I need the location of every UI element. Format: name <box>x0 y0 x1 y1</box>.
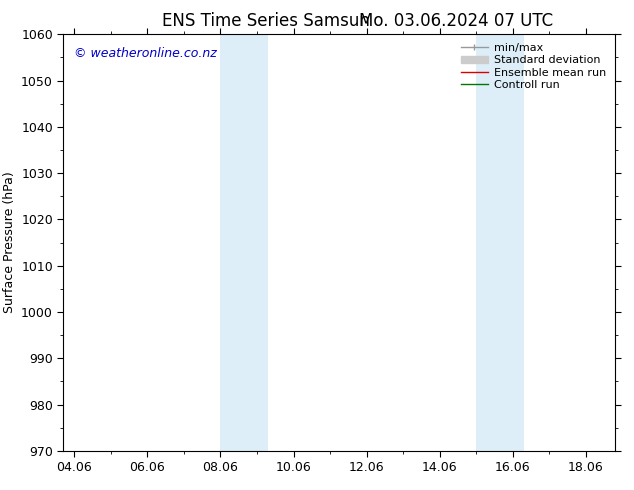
Y-axis label: Surface Pressure (hPa): Surface Pressure (hPa) <box>3 172 16 314</box>
Legend: min/max, Standard deviation, Ensemble mean run, Controll run: min/max, Standard deviation, Ensemble me… <box>457 40 609 93</box>
Bar <box>476 34 524 451</box>
Text: Mo. 03.06.2024 07 UTC: Mo. 03.06.2024 07 UTC <box>359 12 553 30</box>
Bar <box>221 34 268 451</box>
Text: © weatheronline.co.nz: © weatheronline.co.nz <box>74 47 217 60</box>
Text: ENS Time Series Samsun: ENS Time Series Samsun <box>162 12 370 30</box>
